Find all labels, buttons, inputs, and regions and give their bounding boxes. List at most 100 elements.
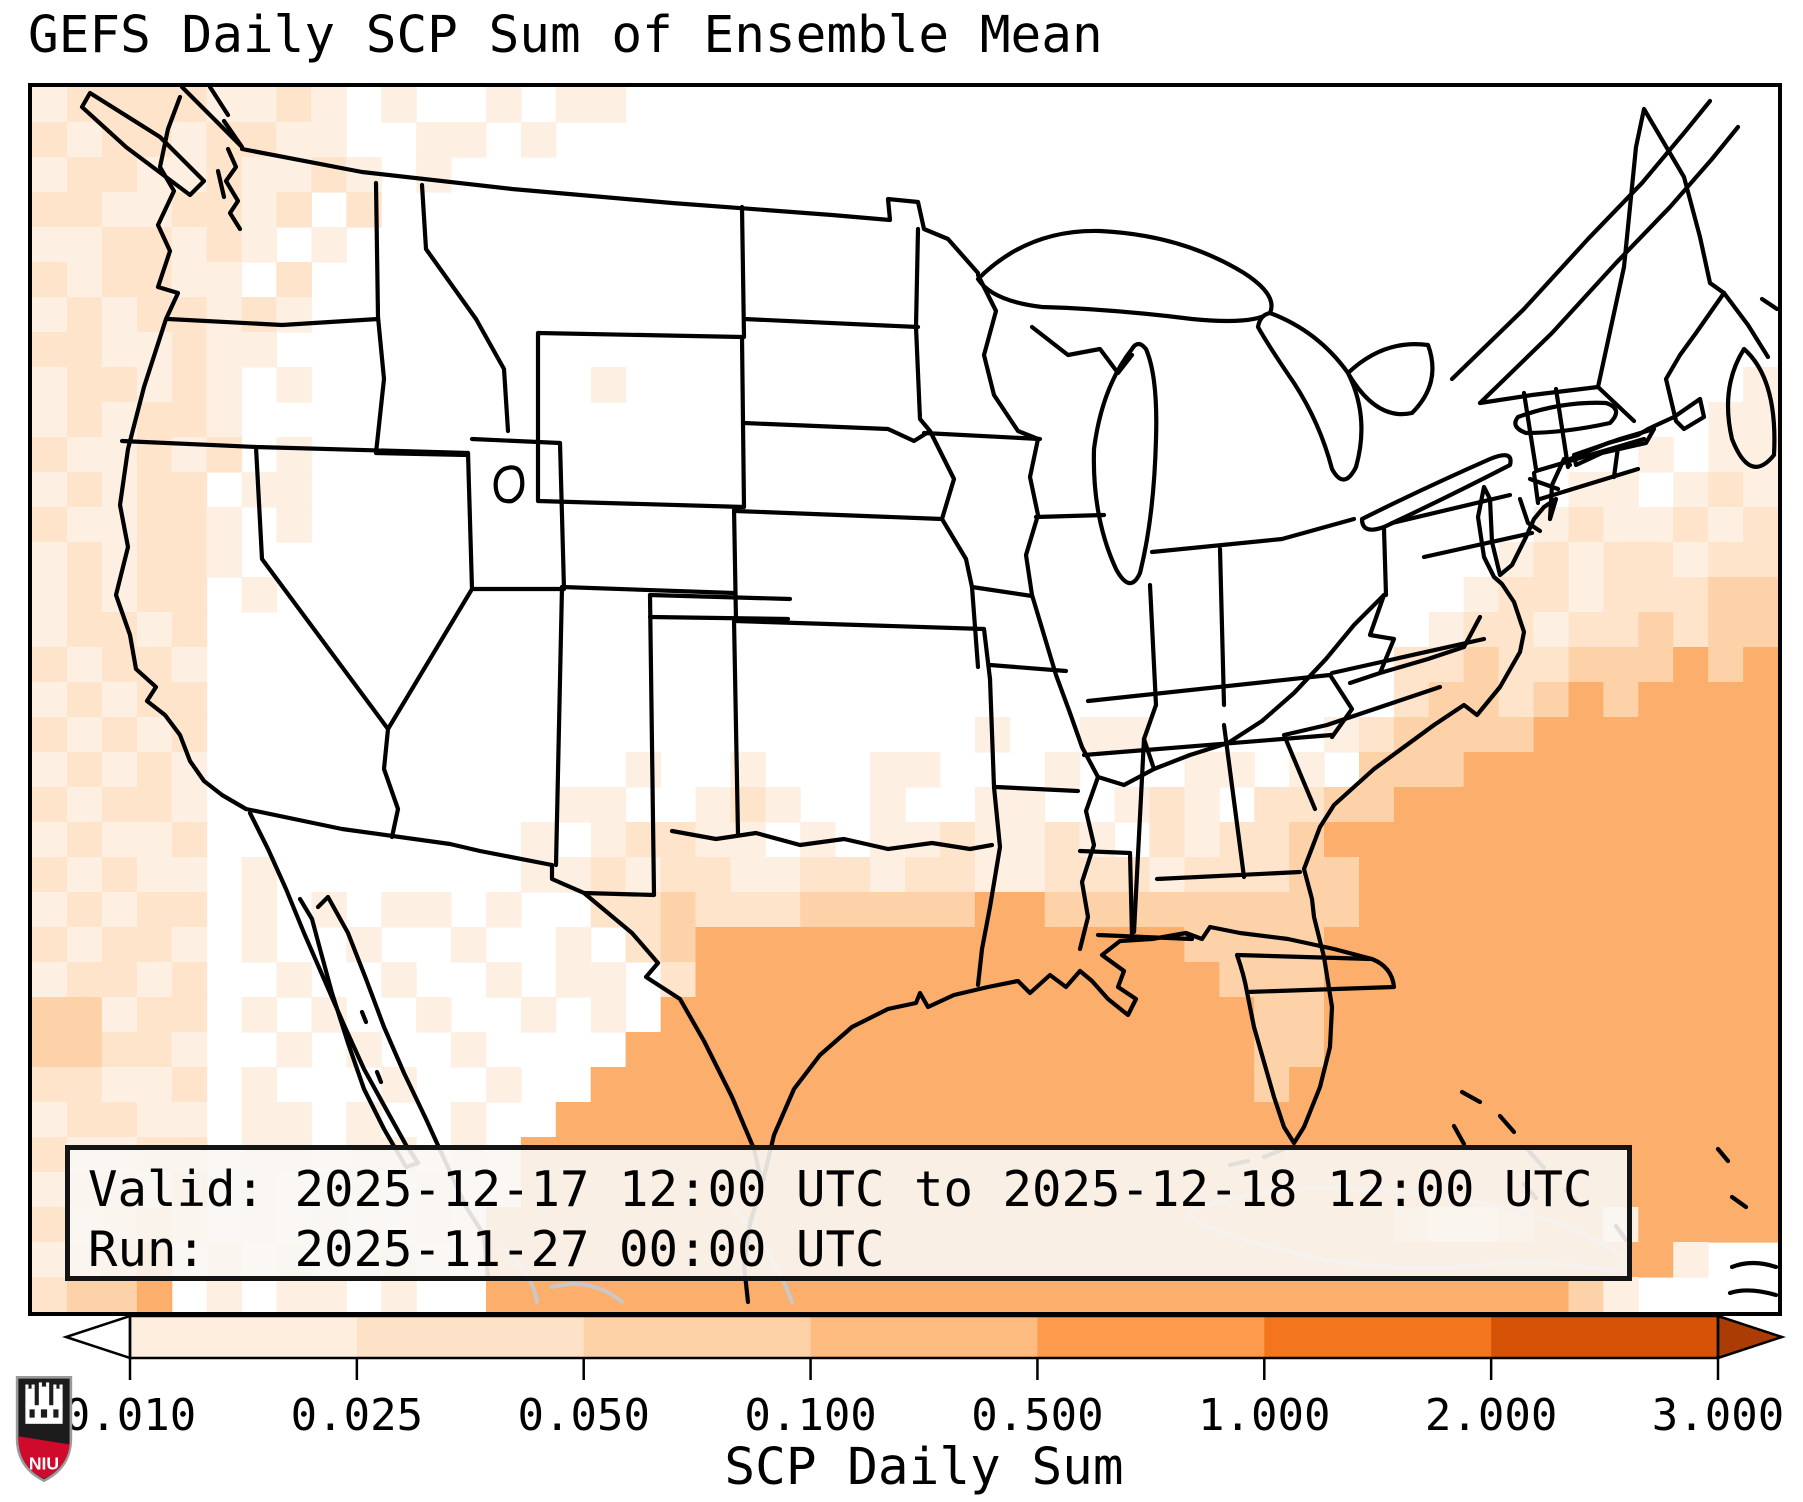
field-cell bbox=[835, 1067, 871, 1103]
field-cell bbox=[1708, 717, 1744, 753]
field-cell bbox=[1708, 752, 1744, 788]
field-cell bbox=[136, 262, 173, 298]
field-cell bbox=[1079, 1102, 1116, 1138]
field-cell bbox=[1079, 717, 1116, 753]
field-cell bbox=[765, 787, 801, 823]
field-cell bbox=[1673, 717, 1709, 753]
field-cell bbox=[1184, 822, 1220, 858]
field-cell bbox=[1324, 822, 1360, 858]
field-cell bbox=[1568, 1277, 1604, 1312]
field-cell bbox=[1359, 787, 1395, 823]
field-cell bbox=[66, 752, 103, 788]
field-cell bbox=[276, 437, 312, 473]
field-cell bbox=[136, 612, 173, 648]
colorbar-tick-label: 0.010 bbox=[64, 1390, 196, 1441]
field-cell bbox=[1743, 472, 1778, 508]
field-cell bbox=[1498, 1032, 1535, 1068]
field-cell bbox=[1184, 997, 1220, 1033]
field-cell bbox=[730, 892, 766, 928]
field-cell bbox=[1603, 682, 1639, 718]
field-cell bbox=[1638, 542, 1674, 578]
field-cell bbox=[206, 262, 243, 298]
field-cell bbox=[1638, 787, 1674, 823]
field-cell bbox=[800, 1032, 836, 1068]
lake-michigan bbox=[1091, 341, 1159, 586]
field-cell bbox=[835, 927, 871, 963]
field-cell bbox=[1289, 1277, 1325, 1312]
colorbar-segment bbox=[130, 1316, 358, 1358]
field-cell bbox=[1673, 1207, 1709, 1243]
georgian-bay bbox=[1345, 342, 1435, 417]
colorbar-tick-label: 0.100 bbox=[744, 1390, 876, 1441]
field-cell bbox=[66, 1277, 103, 1312]
field-cell bbox=[1219, 752, 1255, 788]
field-cell bbox=[765, 997, 801, 1033]
field-cell bbox=[1638, 857, 1674, 893]
field-cell bbox=[206, 542, 243, 578]
field-cell bbox=[1009, 997, 1046, 1033]
va-nc-sc-ga-borders bbox=[1131, 636, 1487, 935]
field-cell bbox=[1743, 542, 1778, 578]
field-cell bbox=[625, 1067, 662, 1103]
field-cell bbox=[800, 857, 836, 893]
field-cell bbox=[276, 507, 312, 543]
field-cell bbox=[1254, 892, 1290, 928]
field-cell bbox=[1673, 822, 1709, 858]
colorbar-title: SCP Daily Sum bbox=[724, 1438, 1124, 1497]
field-cell bbox=[1219, 1032, 1255, 1068]
field-cell bbox=[486, 1277, 522, 1312]
field-cell bbox=[1254, 822, 1290, 858]
nova-scotia bbox=[1725, 346, 1777, 469]
field-cell bbox=[66, 332, 103, 368]
field-cell bbox=[136, 87, 173, 123]
field-cell bbox=[1498, 927, 1535, 963]
field-cell bbox=[1359, 962, 1395, 998]
field-cell bbox=[171, 647, 208, 683]
field-cell bbox=[1568, 647, 1604, 683]
field-cell bbox=[1673, 507, 1709, 543]
field-cell bbox=[1568, 857, 1604, 893]
field-cell bbox=[241, 87, 277, 123]
field-cell bbox=[1498, 752, 1535, 788]
map-canvas: Valid: 2025-12-17 12:00 UTC to 2025-12-1… bbox=[28, 83, 1782, 1316]
field-cell bbox=[1428, 752, 1465, 788]
lake-ontario bbox=[1513, 400, 1619, 436]
field-cell bbox=[206, 507, 243, 543]
field-cell bbox=[1603, 717, 1639, 753]
field-cell bbox=[870, 822, 906, 858]
field-cell bbox=[206, 1277, 243, 1312]
field-cell bbox=[101, 192, 138, 228]
field-cell bbox=[1708, 1207, 1744, 1243]
field-cell bbox=[136, 717, 173, 753]
field-cell bbox=[870, 857, 906, 893]
field-cell bbox=[660, 857, 697, 893]
field-cell bbox=[660, 822, 697, 858]
field-cell bbox=[1149, 822, 1185, 858]
field-cell bbox=[32, 367, 68, 403]
field-cell bbox=[1568, 962, 1604, 998]
field-cell bbox=[66, 962, 103, 998]
field-cell bbox=[32, 1172, 68, 1208]
field-cell bbox=[1603, 507, 1639, 543]
field-cell bbox=[1428, 962, 1465, 998]
field-cell bbox=[32, 507, 68, 543]
field-cell bbox=[974, 1067, 1011, 1103]
field-cell bbox=[66, 892, 103, 928]
field-cell bbox=[1568, 787, 1604, 823]
field-cell bbox=[1324, 1067, 1360, 1103]
field-cell bbox=[1009, 1277, 1046, 1312]
field-cell bbox=[66, 1102, 103, 1138]
ok-tx-panhandle-borders bbox=[647, 592, 995, 852]
field-cell bbox=[870, 752, 906, 788]
field-cell bbox=[1359, 1032, 1395, 1068]
field-cell bbox=[1743, 612, 1778, 648]
field-cell bbox=[1149, 1032, 1185, 1068]
field-cell bbox=[1393, 752, 1430, 788]
lake-huron bbox=[1255, 310, 1364, 482]
field-cell bbox=[1533, 542, 1570, 578]
field-cell bbox=[1393, 1067, 1430, 1103]
field-cell bbox=[311, 227, 347, 263]
field-cell bbox=[1498, 717, 1535, 753]
field-cell bbox=[1568, 1067, 1604, 1103]
